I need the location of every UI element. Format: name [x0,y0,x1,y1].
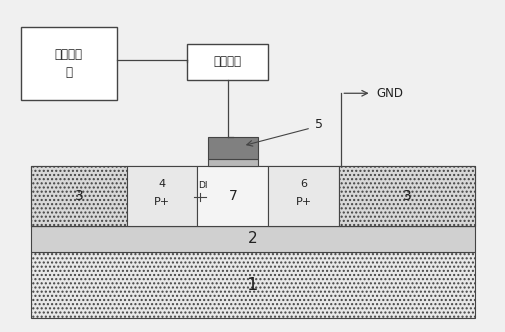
Text: 7: 7 [228,189,237,203]
Bar [187,44,268,80]
Text: 3: 3 [74,189,83,203]
Text: 锃位电路: 锃位电路 [213,55,241,68]
Text: 输入压焊
点: 输入压焊 点 [55,48,83,79]
Bar [31,166,127,225]
Text: 2: 2 [247,231,258,246]
Text: 4: 4 [158,179,166,189]
Bar [197,166,268,225]
Text: DI: DI [197,181,207,190]
Text: P+: P+ [295,197,311,208]
Text: P+: P+ [154,197,170,208]
Bar [268,166,338,225]
Text: 6: 6 [299,179,307,189]
Bar [207,137,258,159]
Bar [338,166,474,225]
Bar [31,252,474,318]
Text: 1: 1 [247,276,258,294]
Bar [21,27,117,100]
Text: GND: GND [376,87,403,100]
Bar [127,166,197,225]
Text: 5: 5 [314,118,322,131]
Bar [31,225,474,252]
Text: 3: 3 [402,189,411,203]
Bar [31,166,474,225]
Bar [207,159,258,166]
